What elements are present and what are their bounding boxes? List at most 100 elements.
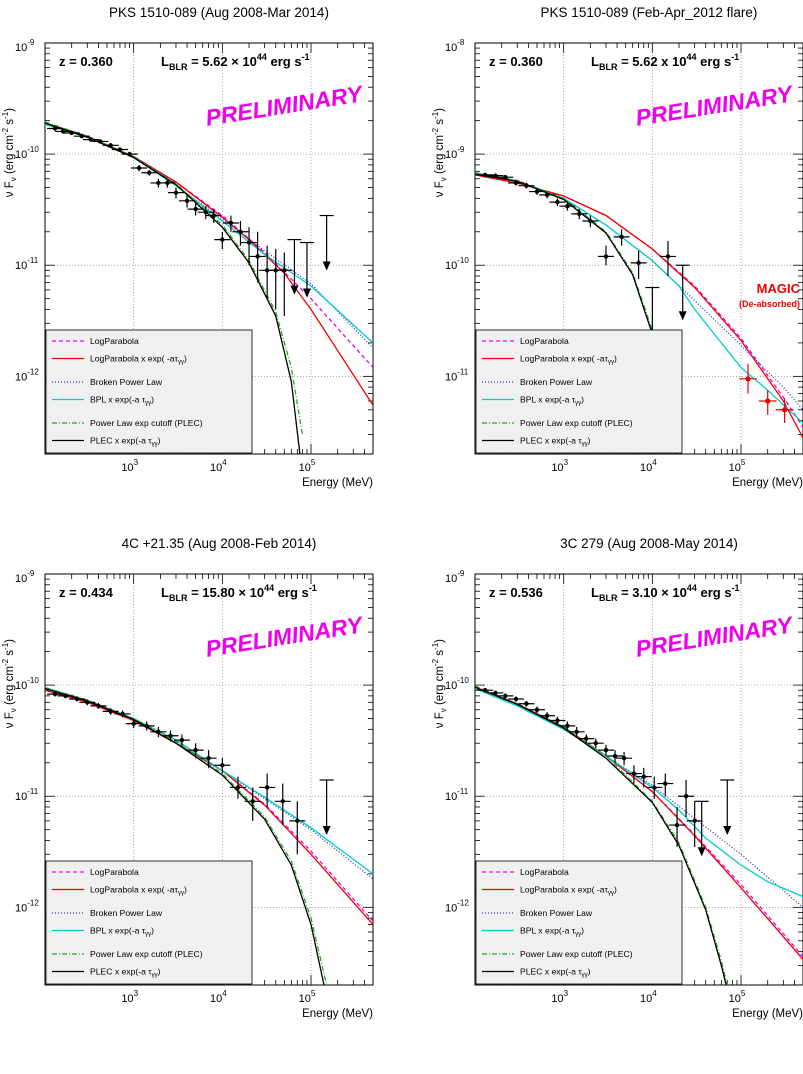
data-point <box>555 718 560 723</box>
legend-label-sub: γγ <box>152 973 158 979</box>
y-tick-exponent: -10 <box>457 676 469 685</box>
legend-label-bpl_abs: BPL x exp(-a τγγ) <box>90 395 154 407</box>
x-tick-label: 105 <box>299 458 316 474</box>
data-point <box>165 180 170 186</box>
y-tick-exponent: -11 <box>27 787 39 796</box>
lblr-label: LBLR = 3.10 × 1044 erg s-1 <box>591 583 740 603</box>
y-axis-units-exp: -2 <box>431 658 440 666</box>
legend-label-tail: ) <box>581 395 584 405</box>
data-point <box>603 747 609 753</box>
data-point <box>98 139 103 144</box>
y-axis-units-close: ) <box>434 108 446 112</box>
series-bpl_abs <box>475 172 803 424</box>
lblr-subscript: BLR <box>599 593 618 603</box>
y-axis-label-sub: ν <box>9 708 18 712</box>
legend-label-plec: Power Law exp cutoff (PLEC) <box>90 418 203 428</box>
y-tick-exponent: -12 <box>27 898 39 907</box>
series-plec_abs <box>45 687 325 985</box>
data-point <box>211 213 216 218</box>
chart-panel-2: PKS 1510-089 (Feb-Apr_2012 flare) 103 104 1… <box>431 5 803 489</box>
data-point <box>144 723 149 729</box>
series-plec <box>475 172 680 454</box>
y-axis-units: (erg cm <box>434 666 446 708</box>
legend-label-sub: γγ <box>575 932 581 938</box>
y-tick-label: 10-9 <box>15 38 35 54</box>
chart-panel-4: 3C 279 (Aug 2008-May 2014) 103 104 105 10-12… <box>431 536 803 1020</box>
data-point <box>619 234 624 240</box>
legend-box <box>475 329 683 454</box>
y-axis-units: (erg cm <box>4 666 16 708</box>
data-point <box>69 130 74 136</box>
data-point <box>74 696 80 702</box>
legend-label-sub: γγ <box>178 891 184 897</box>
preliminary-watermark: PRELIMINARY <box>634 611 797 662</box>
y-tick-label: 10-9 <box>445 145 465 161</box>
legend-label-tail: ) <box>158 967 161 977</box>
upper-limit-arrow <box>290 285 299 295</box>
data-point <box>513 696 519 702</box>
x-tick-label: 103 <box>121 458 138 474</box>
lblr-label: LBLR = 5.62 × 1044 erg s-1 <box>161 52 310 72</box>
lblr-subscript: BLR <box>599 62 618 72</box>
lblr-unit: erg s <box>274 585 309 600</box>
data-point <box>147 170 152 175</box>
x-axis-label: Energy (MeV) <box>732 1008 803 1020</box>
y-axis-label-sub: ν <box>9 177 18 181</box>
legend-label-sub: γγ <box>145 401 151 407</box>
x-tick-exponent: 5 <box>741 989 746 998</box>
y-tick-label: 10-11 <box>15 256 39 272</box>
y-axis-units-exp: -2 <box>1 658 10 666</box>
lblr-unit-exp: -1 <box>732 583 740 593</box>
data-point <box>255 254 260 259</box>
y-axis-units-exp2: -1 <box>1 642 10 650</box>
y-tick-label: 10-11 <box>445 787 469 803</box>
y-tick-exponent: -9 <box>457 569 465 578</box>
lblr-label: LBLR = 15.80 × 1044 erg s-1 <box>161 583 317 603</box>
legend-label-bpl: Broken Power Law <box>520 377 593 387</box>
legend-label-logparabola_abs: LogParabola x exp( -aτγγ) <box>520 354 617 366</box>
legend-label-sub: γγ <box>152 442 158 448</box>
legend-label-tail: ) <box>588 967 591 977</box>
data-point <box>156 180 161 186</box>
data-point <box>96 703 101 709</box>
data-point <box>641 774 646 779</box>
y-axis-units-exp2: -1 <box>1 111 10 119</box>
y-tick-label: 10-10 <box>15 145 39 161</box>
legend-label-bpl: Broken Power Law <box>90 908 163 918</box>
data-point <box>544 713 550 718</box>
lblr-exponent: 44 <box>686 52 696 62</box>
y-tick-label: 10-11 <box>15 787 39 803</box>
legend-label-logparabola: LogParabola <box>520 867 569 877</box>
chart-title: PKS 1510-089 (Aug 2008-Mar 2014) <box>109 5 329 20</box>
y-tick-label: 10-9 <box>15 569 35 585</box>
legend-label-tail: ) <box>581 926 584 936</box>
lblr-subscript: BLR <box>169 62 188 72</box>
legend-label-bpl: Broken Power Law <box>90 377 163 387</box>
data-point <box>273 268 278 273</box>
legend-label-logparabola: LogParabola <box>90 867 139 877</box>
legend-label-sub: γγ <box>145 932 151 938</box>
x-tick-label: 104 <box>640 989 657 1005</box>
legend-label-plec_abs: PLEC x exp(-a τγγ) <box>520 436 591 448</box>
y-tick-exponent: -11 <box>27 256 39 265</box>
series-bpl_abs <box>45 123 373 344</box>
y-axis-units-exp2: -1 <box>431 111 440 119</box>
x-tick-exponent: 5 <box>311 458 316 467</box>
y-axis-units-close: ) <box>434 639 446 643</box>
data-point <box>52 691 58 697</box>
data-points <box>477 687 735 857</box>
chart-panel-1: PKS 1510-089 (Aug 2008-Mar 2014) 103 104 10… <box>1 5 374 489</box>
legend-label-tail: ) <box>184 885 187 895</box>
y-tick-exponent: -10 <box>27 145 39 154</box>
data-point <box>235 785 241 790</box>
data-point <box>168 733 173 738</box>
chart-title: 3C 279 (Aug 2008-May 2014) <box>560 536 738 551</box>
series-plec_abs <box>475 686 727 985</box>
legend-label-logparabola_abs: LogParabola x exp( -aτγγ) <box>90 354 187 366</box>
legend-label-sub: γγ <box>575 401 581 407</box>
x-tick-exponent: 5 <box>741 458 746 467</box>
series-plec <box>475 685 728 985</box>
data-point <box>88 137 94 142</box>
y-tick-exponent: -11 <box>457 367 469 376</box>
